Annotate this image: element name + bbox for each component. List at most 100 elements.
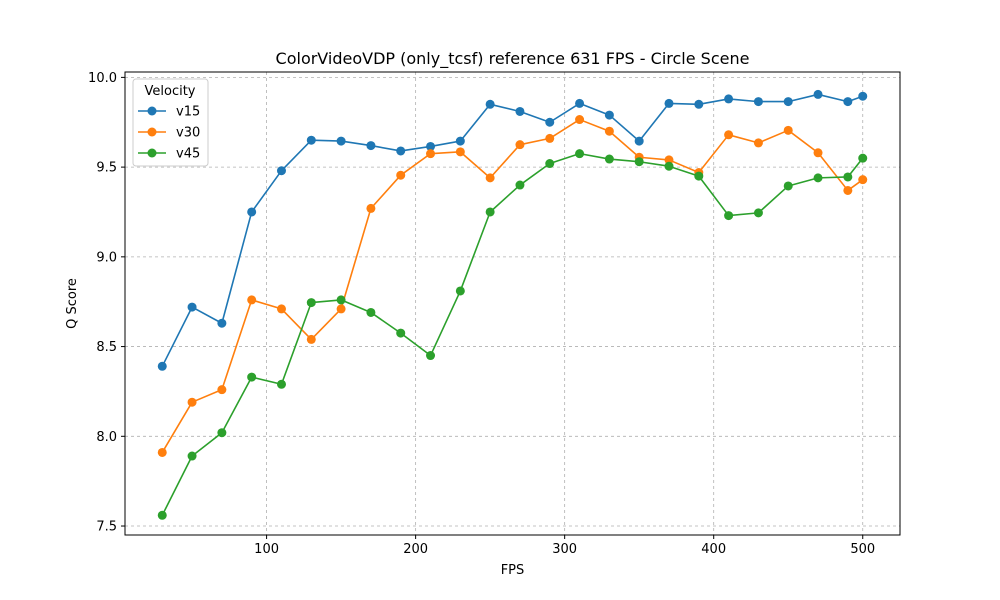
data-point-v15 <box>276 166 286 176</box>
x-tick-label: 200 <box>403 542 428 557</box>
data-point-v30 <box>783 125 793 135</box>
data-point-v45 <box>515 180 525 190</box>
data-point-v45 <box>306 298 316 308</box>
data-point-v45 <box>604 154 614 164</box>
data-point-v45 <box>396 328 406 338</box>
data-point-v45 <box>813 173 823 183</box>
data-point-v15 <box>753 97 763 107</box>
y-tick-label: 9.5 <box>96 161 117 176</box>
legend-entry-v45: v45 <box>138 147 200 162</box>
legend-label-v30: v30 <box>176 126 200 141</box>
chart-title: ColorVideoVDP (only_tcsf) reference 631 … <box>276 49 750 69</box>
legend-title: Velocity <box>145 84 196 99</box>
data-point-v30 <box>276 304 286 314</box>
data-point-v15 <box>843 97 853 107</box>
data-point-v30 <box>604 126 614 136</box>
y-tick-label: 10.0 <box>88 71 117 86</box>
axes: 100 200 300 400 500 7.5 8.0 8.5 9.0 9.5 10.0 <box>88 71 875 557</box>
data-point-v15 <box>515 106 525 116</box>
data-point-v30 <box>366 203 376 213</box>
data-point-v15 <box>396 146 406 156</box>
data-point-v45 <box>217 428 227 438</box>
data-point-v30 <box>426 149 436 159</box>
data-point-v15 <box>783 97 793 107</box>
data-point-v30 <box>187 397 197 407</box>
series-v15 <box>157 89 868 371</box>
legend: Velocity v15 v30 v45 <box>132 78 209 167</box>
data-point-v30 <box>485 173 495 183</box>
data-point-v30 <box>336 304 346 314</box>
data-point-v45 <box>247 372 257 382</box>
data-point-v15 <box>485 99 495 109</box>
data-point-v30 <box>515 140 525 150</box>
data-point-v15 <box>813 89 823 99</box>
data-point-v45 <box>634 157 644 167</box>
data-point-v15 <box>634 136 644 146</box>
legend-label-v45: v45 <box>176 147 200 162</box>
legend-marker-v15 <box>147 106 157 116</box>
data-point-v45 <box>843 172 853 182</box>
data-point-v45 <box>276 379 286 389</box>
data-point-v15 <box>247 207 257 217</box>
data-point-v15 <box>694 99 704 109</box>
y-axis-label: Q Score <box>65 278 80 329</box>
x-tick-label: 500 <box>850 542 875 557</box>
data-point-v30 <box>664 155 674 165</box>
legend-box <box>132 78 209 167</box>
data-point-v30 <box>396 170 406 180</box>
data-point-v15 <box>575 98 585 108</box>
data-point-v15 <box>604 110 614 120</box>
data-point-v45 <box>858 153 868 163</box>
data-point-v30 <box>306 334 316 344</box>
data-point-v45 <box>545 159 555 169</box>
data-point-v45 <box>157 510 167 520</box>
series-layer <box>157 89 868 520</box>
data-point-v45 <box>366 307 376 317</box>
legend-marker-v45 <box>147 148 157 158</box>
legend-label-v15: v15 <box>176 105 200 120</box>
data-point-v15 <box>336 136 346 146</box>
series-v45 <box>157 149 868 520</box>
series-v30 <box>157 115 868 457</box>
data-point-v15 <box>664 98 674 108</box>
legend-entry-v15: v15 <box>138 105 200 120</box>
data-point-v15 <box>455 136 465 146</box>
data-point-v45 <box>753 208 763 218</box>
legend-marker-v30 <box>147 127 157 137</box>
x-tick-label: 300 <box>552 542 577 557</box>
data-point-v15 <box>858 91 868 101</box>
legend-entries: v15 v30 v45 <box>138 105 200 162</box>
data-point-v30 <box>217 385 227 395</box>
x-tick-label: 100 <box>254 542 279 557</box>
grid <box>125 72 900 535</box>
data-point-v15 <box>426 141 436 151</box>
data-point-v45 <box>664 161 674 171</box>
plot-frame <box>124 71 901 536</box>
data-point-v15 <box>366 141 376 151</box>
data-point-v15 <box>306 135 316 145</box>
data-point-v45 <box>724 211 734 221</box>
data-point-v45 <box>783 181 793 191</box>
y-tick-label: 7.5 <box>96 520 117 535</box>
y-tick-label: 9.0 <box>96 250 117 265</box>
data-point-v30 <box>247 295 257 305</box>
data-point-v45 <box>575 149 585 159</box>
data-point-v15 <box>187 302 197 312</box>
data-point-v30 <box>813 148 823 158</box>
data-point-v45 <box>426 351 436 361</box>
data-point-v30 <box>843 185 853 195</box>
data-point-v45 <box>694 171 704 181</box>
data-point-v15 <box>724 94 734 104</box>
data-point-v45 <box>187 451 197 461</box>
y-tick-label: 8.0 <box>96 430 117 445</box>
data-point-v45 <box>485 207 495 217</box>
y-tick-label: 8.5 <box>96 340 117 355</box>
data-point-v30 <box>575 115 585 125</box>
data-point-v45 <box>336 295 346 305</box>
data-point-v45 <box>455 286 465 296</box>
data-point-v15 <box>157 361 167 371</box>
data-point-v30 <box>753 138 763 148</box>
x-tick-label: 400 <box>701 542 726 557</box>
data-point-v15 <box>545 117 555 127</box>
